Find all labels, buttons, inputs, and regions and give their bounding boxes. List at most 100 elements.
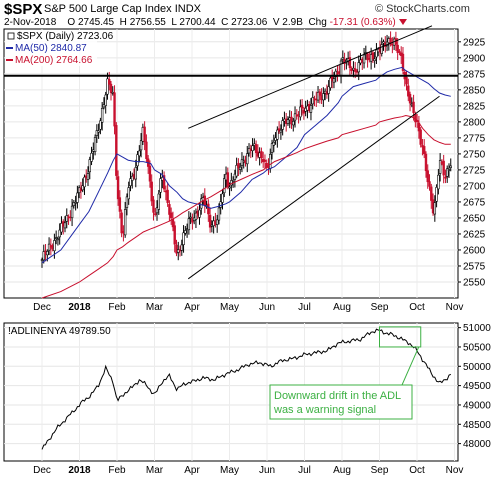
candle-body bbox=[76, 192, 79, 203]
adl-x-tick-label: Jul bbox=[298, 465, 311, 476]
close-label: C bbox=[221, 17, 229, 28]
candle-body bbox=[435, 187, 438, 202]
adl-x-tick-label: Oct bbox=[409, 465, 425, 476]
candle-body bbox=[438, 160, 442, 174]
candle-body bbox=[357, 62, 360, 73]
ma50-legend-label: MA(50) 2840.87 bbox=[15, 43, 87, 54]
adl-y-tick-label: 49000 bbox=[463, 400, 491, 411]
quote-date: 2-Nov-2018 bbox=[4, 17, 57, 28]
adl-y-ticks: 48000 48500 49000 49500 50000 50500 51000 bbox=[458, 323, 491, 450]
candle-body bbox=[309, 105, 313, 113]
candle-body bbox=[277, 128, 281, 132]
ma200-legend-label: MA(200) 2764.66 bbox=[15, 55, 93, 66]
price-legend: $SPX (Daily) 2723.06 MA(50) 2840.87 MA(2… bbox=[5, 30, 114, 66]
candle-body bbox=[447, 169, 451, 171]
candle-body bbox=[238, 166, 242, 170]
adl-y-tick-label: 48000 bbox=[463, 439, 491, 450]
price-x-tick-label: 2018 bbox=[68, 302, 91, 313]
price-y-tick-label: 2875 bbox=[463, 69, 486, 80]
candle-body bbox=[401, 53, 405, 71]
volume-value: 2.9B bbox=[282, 17, 303, 28]
candle-body bbox=[230, 180, 233, 186]
candle-body bbox=[143, 126, 146, 143]
high-value: 2756.55 bbox=[129, 17, 166, 28]
candle-body bbox=[295, 114, 299, 117]
price-y-tick-label: 2600 bbox=[463, 245, 486, 256]
candle-body bbox=[263, 159, 267, 162]
candle-body bbox=[93, 137, 97, 152]
price-x-tick-label: Aug bbox=[333, 302, 351, 313]
candle-body bbox=[166, 189, 169, 203]
adl-x-ticks: Dec 2018 Feb Mar Apr May Jun Jul Aug Sep Oct Nov bbox=[33, 465, 463, 476]
candle-body bbox=[276, 129, 279, 140]
adl-callout-box bbox=[269, 384, 413, 420]
candle-body bbox=[189, 216, 192, 219]
candle-body bbox=[437, 174, 440, 190]
candle-body bbox=[279, 129, 283, 133]
candle-body bbox=[362, 54, 366, 64]
price-x-tick-label: Oct bbox=[409, 302, 425, 313]
price-y-tick-label: 2925 bbox=[463, 37, 486, 48]
price-y-tick-label: 2675 bbox=[463, 197, 486, 208]
candle-body bbox=[90, 152, 93, 162]
channel-lower-line bbox=[187, 95, 440, 280]
candle-body bbox=[426, 170, 429, 183]
candle-body bbox=[136, 154, 139, 167]
adl-y-tick-label: 50500 bbox=[463, 342, 491, 353]
price-y-tick-label: 2550 bbox=[463, 277, 486, 288]
price-y-ticks: 2550 2575 2600 2625 2650 2675 2700 2725 2750 2775… bbox=[458, 37, 486, 288]
candle-body bbox=[311, 97, 314, 105]
candle-body bbox=[408, 93, 412, 104]
low-label: L bbox=[171, 17, 177, 28]
candle-body bbox=[396, 44, 399, 53]
candle-body bbox=[63, 222, 67, 229]
candle-body bbox=[54, 237, 58, 239]
candle-body bbox=[148, 165, 152, 182]
candle-body bbox=[194, 212, 198, 220]
candle-body bbox=[173, 225, 176, 245]
candle-body bbox=[412, 101, 415, 113]
adl-x-tick-label: Feb bbox=[108, 465, 126, 476]
candle-body bbox=[154, 213, 157, 215]
candle-body bbox=[341, 57, 345, 60]
candle-body bbox=[152, 199, 155, 213]
candle-body bbox=[446, 168, 449, 177]
adl-legend-title: !ADLINENYA 49789.50 bbox=[8, 326, 111, 337]
candle-body bbox=[348, 57, 352, 68]
candle-body bbox=[223, 178, 226, 194]
adl-x-tick-label: Apr bbox=[184, 465, 200, 476]
candle-body bbox=[373, 58, 376, 62]
candle-body bbox=[187, 218, 191, 231]
candle-body bbox=[46, 251, 49, 256]
open-value: 2745.45 bbox=[77, 17, 115, 28]
candle-body bbox=[292, 121, 295, 126]
adl-x-tick-label: Mar bbox=[146, 465, 164, 476]
candle-body bbox=[299, 106, 302, 118]
change-label: Chg bbox=[308, 17, 327, 28]
candle-body bbox=[430, 186, 433, 201]
candle-body bbox=[327, 86, 330, 94]
candle-body bbox=[444, 176, 447, 179]
candle-body bbox=[155, 207, 159, 214]
candle-body bbox=[106, 78, 109, 95]
price-x-tick-label: Dec bbox=[33, 302, 51, 313]
candle-body bbox=[251, 145, 254, 151]
candle-body bbox=[405, 76, 408, 85]
candle-body bbox=[226, 172, 229, 187]
low-value: 2700.44 bbox=[179, 17, 216, 28]
price-x-tick-label: Nov bbox=[446, 302, 464, 313]
candle-body bbox=[109, 83, 113, 94]
price-y-tick-label: 2775 bbox=[463, 133, 486, 144]
candle-body bbox=[428, 181, 431, 187]
candle-body bbox=[286, 119, 290, 124]
adl-x-tick-label: May bbox=[220, 465, 239, 476]
candle-body bbox=[260, 151, 263, 159]
adl-x-tick-label: Jun bbox=[259, 465, 275, 476]
chart-description: S&P 500 Large Cap Index INDX bbox=[44, 3, 201, 15]
price-y-tick-label: 2900 bbox=[463, 53, 486, 64]
candle-body bbox=[433, 202, 437, 215]
down-triangle-icon bbox=[398, 19, 407, 26]
candle-body bbox=[168, 204, 171, 215]
brand-label[interactable]: © StockCharts.com bbox=[375, 3, 470, 15]
candle-body bbox=[281, 120, 284, 130]
